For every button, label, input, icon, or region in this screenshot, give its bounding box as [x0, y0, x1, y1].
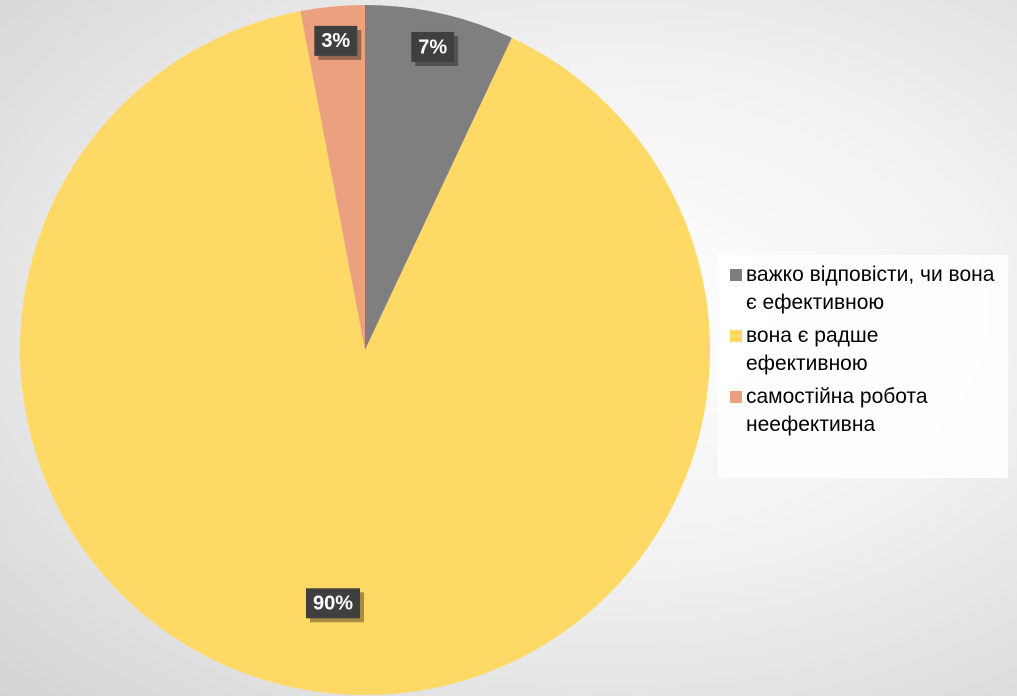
data-label-text: 3%	[321, 30, 350, 52]
data-label: 90%	[305, 588, 365, 623]
legend: важко відповісти, чи вона є ефективною во…	[718, 255, 1008, 478]
data-label-box	[411, 31, 455, 62]
legend-swatch	[730, 391, 742, 403]
data-label: 7%	[411, 31, 459, 66]
data-label-box	[305, 588, 361, 619]
legend-item: самостійна робота неефективна	[730, 383, 998, 439]
data-label-text: 7%	[418, 36, 447, 58]
legend-item: вона є радше ефективною	[730, 322, 998, 378]
legend-swatch	[730, 269, 742, 281]
data-label-box	[314, 25, 358, 56]
legend-label: вона є радше ефективною	[746, 324, 879, 375]
legend-label: важко відповісти, чи вона є ефективною	[746, 263, 995, 314]
legend-item: важко відповісти, чи вона є ефективною	[730, 261, 998, 317]
data-label: 3%	[314, 25, 362, 60]
data-label-text: 90%	[313, 593, 353, 615]
pie-slice	[19, 11, 711, 695]
pie-slice	[365, 5, 512, 350]
legend-label: самостійна робота неефективна	[746, 385, 928, 436]
legend-swatch	[730, 330, 742, 342]
pie-slice	[300, 5, 365, 350]
